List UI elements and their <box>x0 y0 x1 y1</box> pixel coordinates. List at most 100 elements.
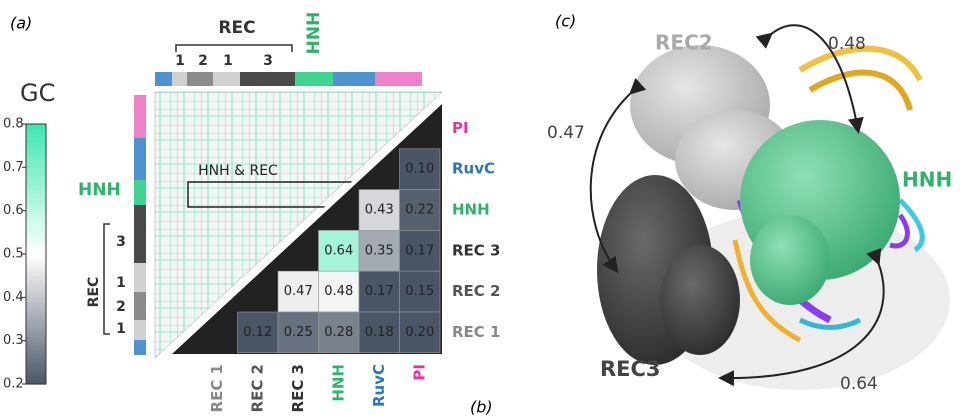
matrix-value: 0.22 <box>405 203 434 218</box>
matrix-value: 0.17 <box>405 243 434 258</box>
colorbar-segment <box>26 141 46 146</box>
matrix-value: 0.18 <box>365 325 394 340</box>
colorbar-segment <box>26 211 46 216</box>
colorbar-tick-label: 0.8 <box>3 117 24 132</box>
colorbar-segment <box>26 336 46 341</box>
panel-label: (b) <box>470 398 493 417</box>
colorbar-tick-label: 0.3 <box>3 333 24 348</box>
region-label: HNH & REC <box>198 163 278 179</box>
colorbar-segment <box>26 349 46 354</box>
side-rec-part: 1 <box>116 321 126 337</box>
top-rec-part: 3 <box>263 53 273 69</box>
matrix-value: 0.12 <box>243 325 272 340</box>
colorbar-segment <box>26 163 46 168</box>
matrix-value: 0.48 <box>324 284 353 299</box>
colorbar-segment <box>26 124 46 129</box>
colorbar-segment <box>26 250 46 255</box>
colorbar-segment <box>26 193 46 198</box>
colorbar-segment <box>26 289 46 294</box>
row-label: HNH <box>452 201 490 219</box>
colorbar-segment <box>26 302 46 307</box>
colorbar-segment <box>26 146 46 151</box>
top-hnh-label: HNH <box>304 12 324 55</box>
colorbar-segment <box>26 176 46 181</box>
colorbar-segment <box>26 189 46 194</box>
colorbar-tick-label: 0.7 <box>3 160 24 175</box>
side-rec-part: 3 <box>116 234 126 250</box>
column-label: PI <box>410 364 428 381</box>
colorbar-segment <box>26 202 46 207</box>
colorbar-segment <box>26 228 46 233</box>
row-label: PI <box>452 119 469 137</box>
panel-label: (a) <box>10 14 32 33</box>
colorbar-segment <box>26 341 46 346</box>
colorbar-title: GC <box>20 79 55 107</box>
colorbar-segment <box>26 293 46 298</box>
matrix-value: 0.64 <box>324 243 353 258</box>
colorbar-segment <box>26 323 46 328</box>
colorbar-tick-label: 0.6 <box>3 203 24 218</box>
matrix-value: 0.28 <box>324 325 353 340</box>
colorbar-segment <box>26 133 46 138</box>
colorbar-segment <box>26 137 46 142</box>
panel-label: (c) <box>555 12 576 31</box>
colorbar-segment <box>26 206 46 211</box>
colorbar-segment <box>26 271 46 276</box>
side-strip <box>134 95 146 355</box>
colorbar-segment <box>26 332 46 337</box>
coupling-value: 0.64 <box>840 374 878 394</box>
matrix-value: 0.20 <box>405 325 434 340</box>
colorbar-segment <box>26 150 46 155</box>
side-rec-part: 1 <box>116 275 126 291</box>
row-label: REC 3 <box>452 241 500 259</box>
colorbar-segment <box>26 172 46 177</box>
top-rec-part: 2 <box>198 53 208 69</box>
bracket <box>104 224 110 334</box>
colorbar-segment <box>26 328 46 333</box>
colorbar-segment <box>26 254 46 259</box>
colorbar-segment <box>26 185 46 190</box>
colorbar-segment <box>26 319 46 324</box>
colorbar-tick-label: 0.2 <box>3 377 24 392</box>
colorbar-segment <box>26 358 46 363</box>
colorbar-segment <box>26 371 46 376</box>
colorbar-segment <box>26 198 46 203</box>
colorbar-segment <box>26 284 46 289</box>
row-label: REC 1 <box>452 323 500 341</box>
colorbar-tick-label: 0.4 <box>3 290 24 305</box>
colorbar-segment <box>26 362 46 367</box>
side-rec-label: REC <box>86 277 102 308</box>
bracket <box>176 45 292 52</box>
colorbar-segment <box>26 315 46 320</box>
colorbar-segment <box>26 354 46 359</box>
colorbar-segment <box>26 276 46 281</box>
colorbar-segment <box>26 241 46 246</box>
row-label: REC 2 <box>452 282 500 300</box>
colorbar-segment <box>26 159 46 164</box>
matrix-value: 0.25 <box>284 325 313 340</box>
column-label: REC 3 <box>289 364 307 412</box>
colorbar-segment <box>26 306 46 311</box>
matrix-value: 0.10 <box>405 162 434 177</box>
figure: (a) GC 0.20.30.40.50.60.70.8 HNH REC 3 1… <box>0 0 962 420</box>
colorbar-segment <box>26 258 46 263</box>
matrix-value: 0.35 <box>365 243 394 258</box>
coupling-value: 0.47 <box>547 123 585 143</box>
colorbar-segment <box>26 232 46 237</box>
colorbar-segment <box>26 267 46 272</box>
colorbar-segment <box>26 280 46 285</box>
colorbar-segment <box>26 215 46 220</box>
colorbar-segment <box>26 224 46 229</box>
colorbar-segment <box>26 297 46 302</box>
side-rec-part: 2 <box>116 299 126 315</box>
top-rec-label: REC <box>218 18 255 38</box>
colorbar-segment <box>26 367 46 372</box>
colorbar-segment <box>26 375 46 380</box>
rec2-label: REC2 <box>655 31 713 55</box>
top-rec-part: 1 <box>223 53 233 69</box>
protein-structure <box>597 45 950 390</box>
hnh-label: HNH <box>902 168 952 192</box>
column-label: RuvC <box>370 364 388 407</box>
column-label: REC 2 <box>248 364 266 412</box>
colorbar-segment <box>26 310 46 315</box>
